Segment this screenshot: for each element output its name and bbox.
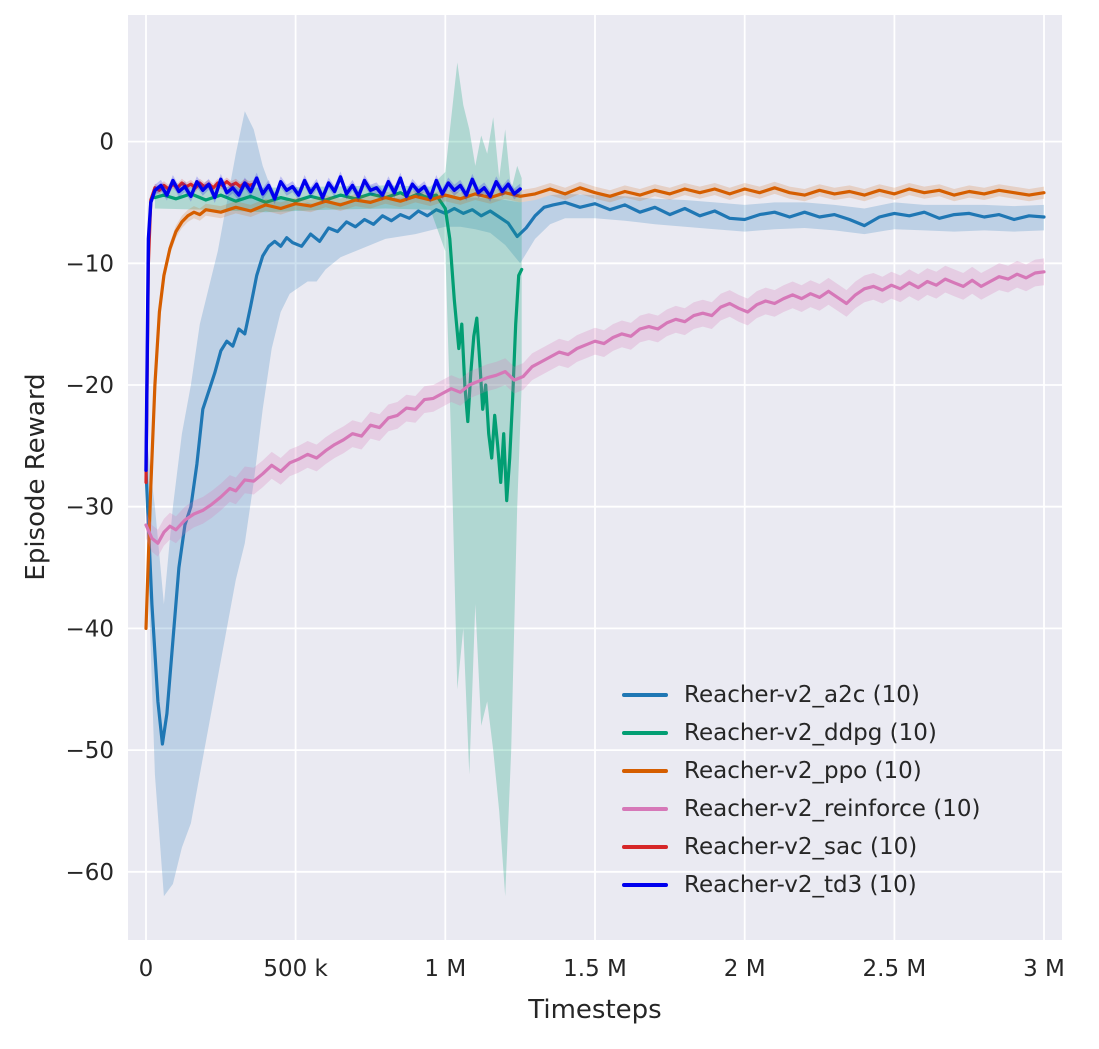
legend-item: Reacher-v2_ppo (10) [622, 756, 980, 785]
legend-label: Reacher-v2_a2c (10) [684, 681, 920, 708]
legend-swatch [622, 882, 668, 887]
y-tick-label: −20 [65, 373, 114, 399]
y-tick-label: 0 [99, 130, 114, 156]
legend-item: Reacher-v2_a2c (10) [622, 680, 980, 709]
x-tick-label: 1 M [424, 956, 466, 982]
legend: Reacher-v2_a2c (10) Reacher-v2_ddpg (10) R… [622, 680, 980, 899]
x-tick-label: 2.5 M [863, 956, 927, 982]
x-axis-label: Timesteps [528, 995, 662, 1025]
y-tick-label: −40 [65, 616, 114, 642]
legend-item: Reacher-v2_td3 (10) [622, 870, 980, 899]
x-tick-label: 3 M [1023, 956, 1065, 982]
y-tick-label: −50 [65, 738, 114, 764]
legend-item: Reacher-v2_sac (10) [622, 832, 980, 861]
legend-swatch [622, 730, 668, 735]
y-axis-label: Episode Reward [21, 373, 51, 581]
series-line-1 [153, 191, 524, 503]
legend-swatch [622, 806, 668, 811]
legend-item: Reacher-v2_reinforce (10) [622, 794, 980, 823]
legend-swatch [622, 768, 668, 773]
legend-swatch [622, 692, 668, 697]
x-tick-label: 1.5 M [563, 956, 627, 982]
x-tick-label: 2 M [724, 956, 766, 982]
x-tick-label: 0 [139, 956, 154, 982]
legend-label: Reacher-v2_reinforce (10) [684, 795, 981, 822]
series-line-0 [144, 200, 1046, 746]
legend-label: Reacher-v2_td3 (10) [684, 871, 917, 898]
series-line-3 [144, 270, 1046, 545]
legend-label: Reacher-v2_ppo (10) [684, 757, 922, 784]
series-line-5 [144, 175, 522, 472]
y-tick-label: −60 [65, 860, 114, 886]
x-tick-label: 500 k [263, 956, 328, 982]
series-line-2 [144, 186, 1046, 630]
series-band-3 [146, 258, 1044, 557]
legend-swatch [622, 844, 668, 849]
legend-label: Reacher-v2_ddpg (10) [684, 719, 937, 746]
legend-item: Reacher-v2_ddpg (10) [622, 718, 980, 747]
y-tick-label: −30 [65, 495, 114, 521]
legend-label: Reacher-v2_sac (10) [684, 833, 918, 860]
y-tick-label: −10 [65, 251, 114, 277]
